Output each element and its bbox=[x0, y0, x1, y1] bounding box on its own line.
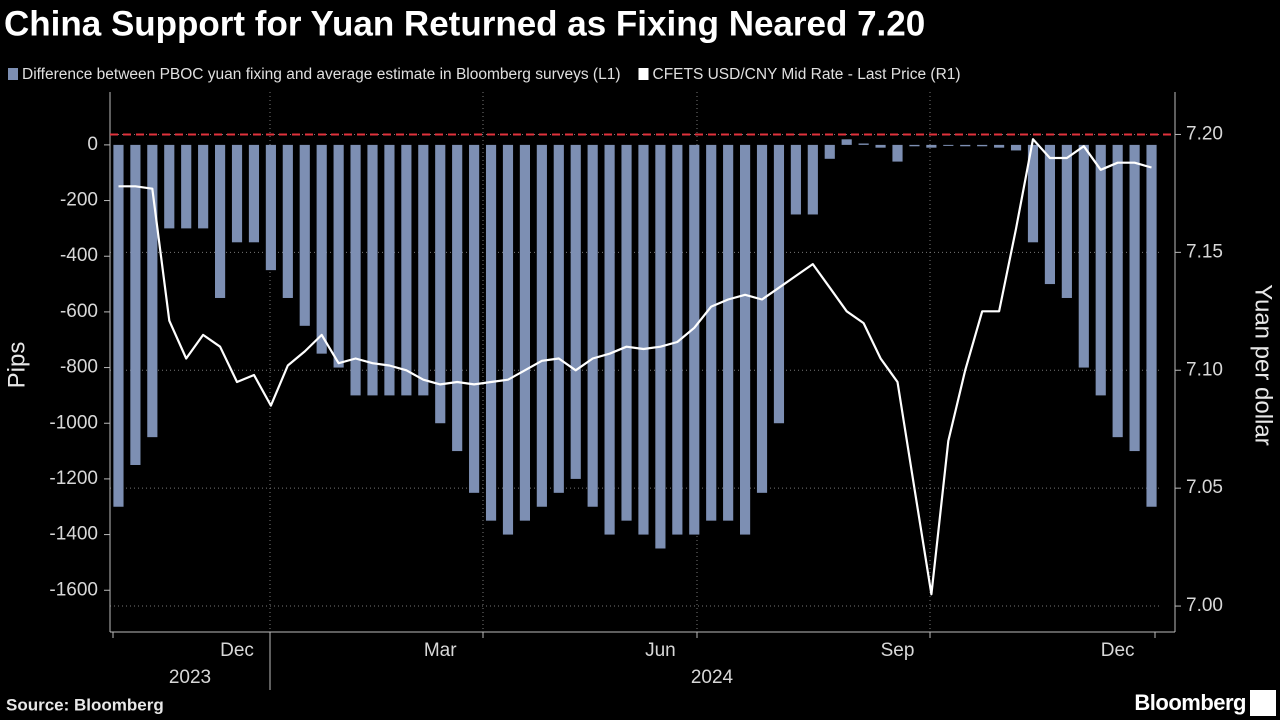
bar bbox=[926, 144, 937, 148]
bar bbox=[638, 144, 649, 535]
bar bbox=[316, 144, 327, 354]
bar bbox=[790, 144, 801, 215]
bar bbox=[299, 144, 310, 326]
bar bbox=[858, 143, 869, 145]
x-tick-label: Dec bbox=[1101, 640, 1135, 661]
y2-tick-label: 7.05 bbox=[1186, 477, 1223, 498]
y-axis-title: Pips bbox=[3, 342, 30, 389]
bar bbox=[1078, 144, 1089, 368]
bar bbox=[401, 144, 412, 396]
bar bbox=[943, 144, 954, 146]
bar bbox=[333, 144, 344, 368]
bar bbox=[350, 144, 361, 396]
bar bbox=[282, 144, 293, 298]
bar bbox=[553, 144, 564, 493]
y2-tick-label: 7.00 bbox=[1186, 595, 1223, 616]
legend-label: CFETS USD/CNY Mid Rate - Last Price (R1) bbox=[653, 66, 961, 83]
bar bbox=[756, 144, 768, 493]
bar bbox=[248, 144, 260, 243]
bar bbox=[909, 144, 920, 147]
bar bbox=[723, 144, 734, 521]
bar bbox=[502, 144, 514, 535]
bar bbox=[164, 144, 175, 229]
bar bbox=[452, 144, 463, 452]
chart-title: China Support for Yuan Returned as Fixin… bbox=[4, 4, 925, 43]
bar bbox=[1112, 144, 1123, 438]
bar bbox=[1061, 144, 1072, 298]
bar bbox=[1146, 144, 1157, 507]
y2-tick-label: 7.20 bbox=[1186, 123, 1223, 144]
bar bbox=[1027, 144, 1039, 243]
logo-mark bbox=[1250, 690, 1276, 716]
bar bbox=[130, 144, 141, 465]
bar bbox=[198, 144, 209, 229]
bar bbox=[773, 144, 785, 424]
bar bbox=[469, 144, 480, 493]
y-tick-label: -1200 bbox=[49, 468, 98, 489]
bar bbox=[435, 144, 446, 424]
x-tick-label: Mar bbox=[424, 640, 457, 661]
bar bbox=[536, 144, 547, 507]
y2-axis-title: Yuan per dollar bbox=[1250, 284, 1277, 445]
bar bbox=[875, 144, 886, 148]
x-tick-label: Dec bbox=[220, 640, 254, 661]
bar bbox=[384, 144, 395, 396]
bar bbox=[485, 144, 497, 521]
y-tick-label: -400 bbox=[60, 245, 98, 266]
bar bbox=[570, 144, 581, 479]
bar bbox=[824, 144, 835, 159]
bar bbox=[418, 144, 429, 396]
bar bbox=[960, 144, 971, 147]
bar bbox=[113, 144, 124, 507]
line bbox=[118, 138, 1152, 596]
bar bbox=[621, 144, 632, 521]
y-tick-label: -600 bbox=[60, 301, 98, 322]
bar bbox=[604, 144, 615, 535]
bar bbox=[706, 144, 717, 521]
bar bbox=[994, 144, 1005, 148]
bar bbox=[977, 144, 988, 147]
y-tick-label: 0 bbox=[87, 134, 98, 155]
bar bbox=[892, 144, 903, 162]
bar bbox=[147, 144, 158, 438]
y2-tick-label: 7.15 bbox=[1186, 241, 1223, 262]
bar bbox=[1129, 144, 1140, 452]
year-label: 2024 bbox=[691, 667, 734, 688]
legend-swatch bbox=[638, 68, 649, 80]
y-tick-label: -1400 bbox=[49, 524, 98, 545]
y-tick-label: -1600 bbox=[49, 579, 98, 600]
y-tick-label: -1000 bbox=[49, 412, 98, 433]
logo: Bloomberg bbox=[1134, 690, 1246, 715]
bar bbox=[689, 144, 700, 535]
legend-label: Difference between PBOC yuan fixing and … bbox=[22, 66, 621, 83]
x-tick-label: Jun bbox=[645, 640, 676, 661]
bar bbox=[740, 144, 751, 535]
legend-swatch bbox=[8, 68, 18, 80]
bar bbox=[231, 144, 243, 243]
bar bbox=[1044, 144, 1055, 285]
year-label: 2023 bbox=[169, 667, 211, 688]
bar bbox=[1010, 144, 1022, 151]
y2-tick-label: 7.10 bbox=[1186, 359, 1223, 380]
bar bbox=[807, 144, 818, 215]
bar bbox=[181, 144, 192, 229]
bar bbox=[519, 144, 530, 521]
y-tick-label: -200 bbox=[60, 190, 98, 211]
bar bbox=[265, 144, 276, 271]
x-tick-label: Sep bbox=[881, 640, 915, 661]
y-tick-label: -800 bbox=[60, 357, 98, 378]
bar bbox=[672, 144, 683, 535]
bar bbox=[215, 144, 226, 298]
bar bbox=[367, 144, 378, 396]
bar bbox=[841, 139, 852, 145]
bar bbox=[587, 144, 598, 507]
bar bbox=[1095, 144, 1106, 396]
source: Source: Bloomberg bbox=[6, 695, 164, 714]
